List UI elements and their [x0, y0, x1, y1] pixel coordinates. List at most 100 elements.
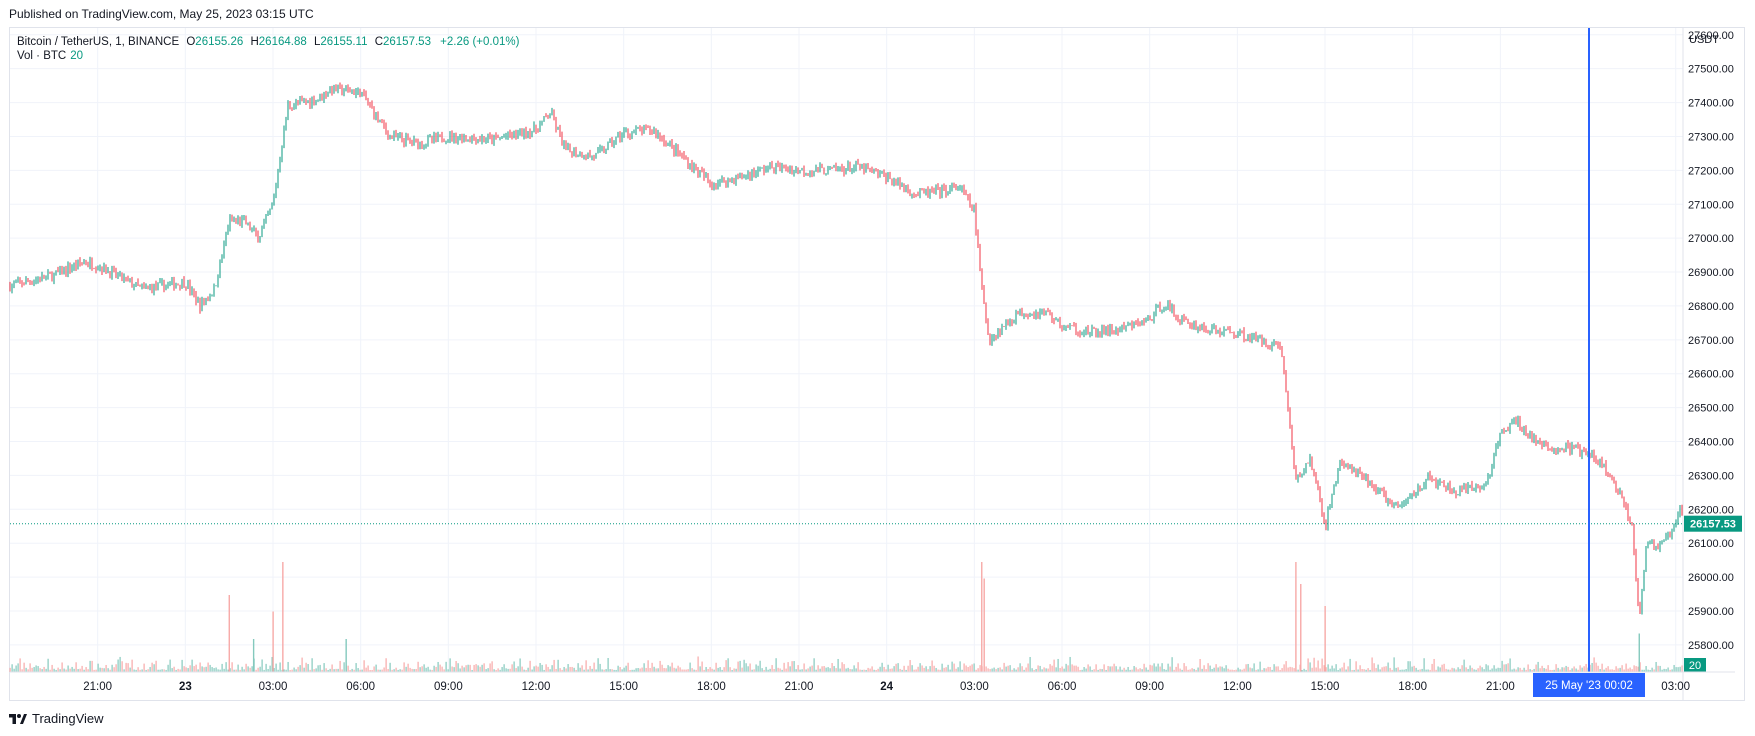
volume-bar: [433, 665, 435, 672]
volume-bar: [173, 666, 175, 672]
footer-brand[interactable]: TradingView: [9, 711, 104, 726]
volume-bar: [29, 663, 31, 672]
volume-bar: [101, 667, 103, 672]
volume-bar: [573, 667, 575, 672]
volume-bar: [1339, 668, 1341, 672]
grid: [10, 28, 1683, 672]
volume-spike: [1300, 584, 1302, 672]
volume-bar: [639, 668, 641, 672]
volume-bar: [1521, 669, 1523, 672]
volume-bar: [1005, 666, 1007, 672]
volume-bar: [703, 669, 705, 672]
volume-bar: [1431, 663, 1433, 672]
volume-bar: [1579, 665, 1581, 672]
volume-bar: [73, 668, 75, 672]
volume-bar: [1445, 668, 1447, 672]
volume-bar: [537, 666, 539, 672]
volume-bar: [1117, 669, 1119, 672]
chart-frame[interactable]: [9, 27, 1745, 701]
volume-bar: [987, 668, 989, 672]
volume-bar: [1311, 667, 1313, 672]
volume-bar: [1675, 667, 1677, 672]
volume-bar: [125, 662, 127, 672]
volume-bar: [669, 666, 671, 672]
volume-bar: [945, 667, 947, 672]
volume-bar: [1599, 668, 1601, 672]
volume-bar: [1161, 663, 1163, 672]
volume-bar: [385, 658, 387, 672]
volume-bar: [15, 665, 17, 672]
volume-bar: [57, 667, 59, 672]
volume-bar: [1647, 669, 1649, 672]
volume-bar: [129, 667, 131, 672]
volume-bar: [681, 669, 683, 672]
volume-bar: [89, 660, 91, 672]
volume-bar: [1365, 669, 1367, 672]
volume-bar: [1553, 669, 1555, 672]
volume-bar: [909, 660, 911, 672]
volume-bar: [421, 666, 423, 672]
volume-bar: [1625, 663, 1627, 672]
volume-bar: [1451, 667, 1453, 672]
volume-bar: [1333, 668, 1335, 672]
volume-bar: [957, 667, 959, 672]
volume-bar: [445, 661, 447, 672]
volume-bar: [1251, 668, 1253, 672]
volume-bar: [1305, 669, 1307, 672]
volume-bar: [361, 669, 363, 672]
volume-bar: [1601, 663, 1603, 672]
volume-bar: [803, 663, 805, 672]
volume-bar: [607, 657, 609, 672]
volume-bar: [1177, 663, 1179, 672]
volume-bar: [821, 666, 823, 672]
volume-bar: [369, 669, 371, 672]
volume-bar: [91, 660, 93, 672]
volume-bar: [1181, 669, 1183, 672]
volume-bar: [491, 661, 493, 672]
volume-bar: [979, 665, 981, 672]
volume-bar: [269, 665, 271, 672]
volume-spike: [1295, 562, 1297, 672]
volume-bar: [163, 669, 165, 672]
volume-bar: [955, 668, 957, 672]
volume-bar: [1583, 666, 1585, 672]
volume-bar: [279, 662, 281, 672]
volume-bar: [231, 662, 233, 672]
volume-bar: [1221, 666, 1223, 672]
volume-bar: [233, 669, 235, 672]
x-tick-label: 21:00: [83, 681, 112, 693]
volume-bar: [1529, 669, 1531, 672]
volume-bar: [403, 662, 405, 672]
volume-bar: [959, 661, 961, 672]
volume-bar: [569, 666, 571, 672]
volume-bar: [857, 662, 859, 672]
volume-bar: [533, 666, 535, 672]
volume-bar: [509, 668, 511, 672]
volume-bar: [1089, 666, 1091, 672]
volume-bar: [1607, 666, 1609, 672]
current-price-badge: [1684, 515, 1742, 532]
volume-bar: [631, 669, 633, 672]
volume-bar: [255, 669, 257, 672]
volume-bar: [1113, 663, 1115, 672]
symbol-legend: Bitcoin / TetherUS, 1, BINANCE O26155.26…: [17, 34, 519, 50]
volume-bar: [805, 669, 807, 672]
volume-bar: [9, 667, 11, 672]
volume-bar: [1291, 667, 1293, 672]
y-tick-label: 27400.00: [1688, 98, 1734, 110]
volume-bar: [1397, 667, 1399, 672]
volume-bar: [687, 669, 689, 672]
volume-bar: [319, 664, 321, 672]
volume-bar: [383, 667, 385, 672]
volume-bar: [1091, 669, 1093, 672]
price-axis: 27600.00 27500.00 27400.00 27300.00 27200.00…: [1682, 28, 1742, 700]
volume-bar: [1043, 667, 1045, 672]
volume-bar: [769, 668, 771, 672]
volume-bar: [409, 667, 411, 672]
volume-bar: [667, 665, 669, 672]
volume-bar: [525, 669, 527, 672]
volume-bar: [723, 667, 725, 672]
volume-bar: [941, 663, 943, 672]
volume-bar: [993, 667, 995, 672]
